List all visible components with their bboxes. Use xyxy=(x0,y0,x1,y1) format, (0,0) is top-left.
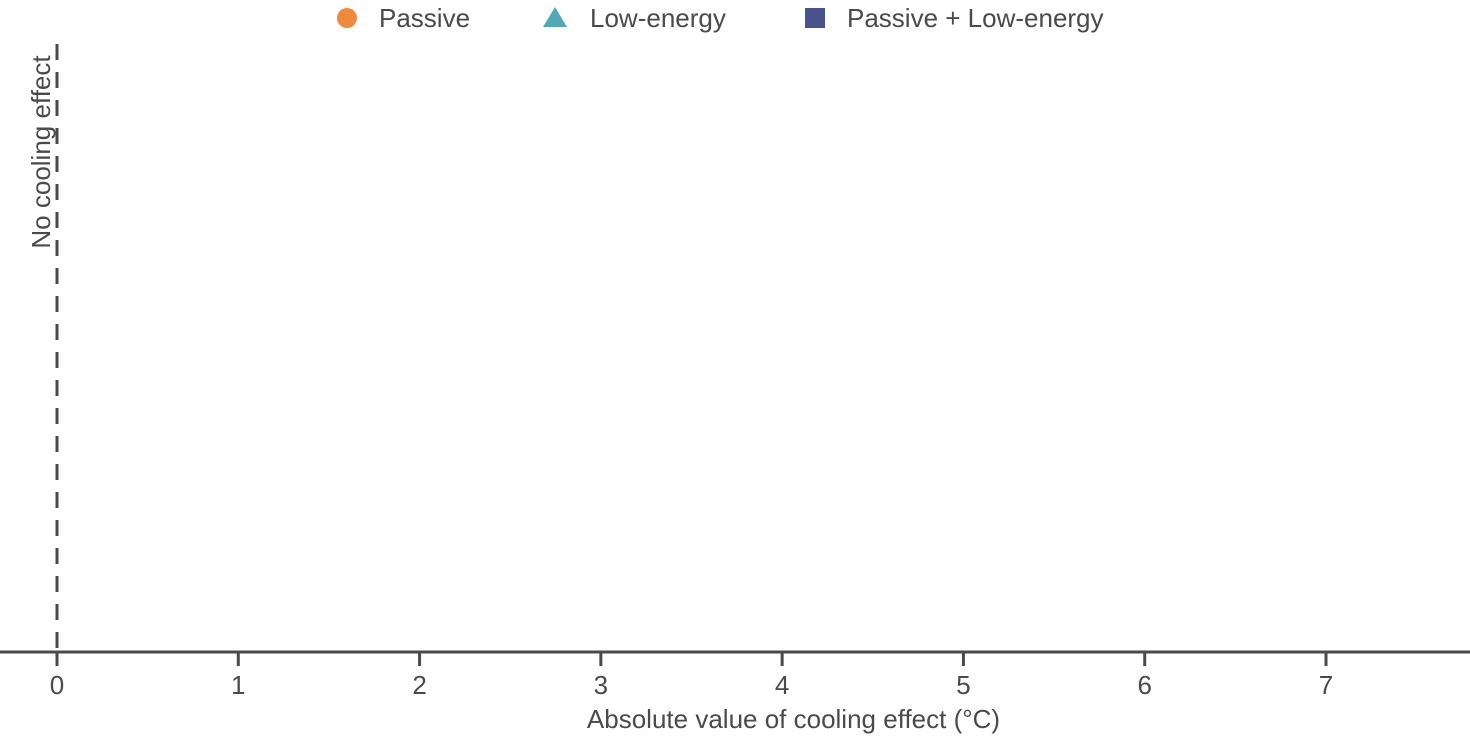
x-axis-title: Absolute value of cooling effect (°C) xyxy=(587,704,1000,734)
x-tick-label-2: 2 xyxy=(412,670,426,700)
x-tick-label-6: 6 xyxy=(1137,670,1151,700)
legend: Passive Low-energy Passive + Low-energy xyxy=(337,3,1104,33)
legend-label: Passive + Low-energy xyxy=(847,3,1104,33)
x-tick-label-7: 7 xyxy=(1319,670,1333,700)
x-tick-label-5: 5 xyxy=(956,670,970,700)
legend-square-marker-icon xyxy=(805,8,825,28)
legend-circle-marker-icon xyxy=(337,8,357,28)
x-axis: 0 1 2 3 4 5 6 7 xyxy=(0,650,1470,700)
legend-label: Low-energy xyxy=(590,3,726,33)
x-tick-label-3: 3 xyxy=(594,670,608,700)
x-tick-label-4: 4 xyxy=(775,670,789,700)
x-tick-label-0: 0 xyxy=(50,670,64,700)
x-tick-label-1: 1 xyxy=(231,670,245,700)
legend-label: Passive xyxy=(379,3,470,33)
legend-triangle-marker-icon xyxy=(543,7,567,27)
reference-line-group: No cooling effect xyxy=(26,44,59,652)
no-cooling-effect-label: No cooling effect xyxy=(26,55,56,249)
